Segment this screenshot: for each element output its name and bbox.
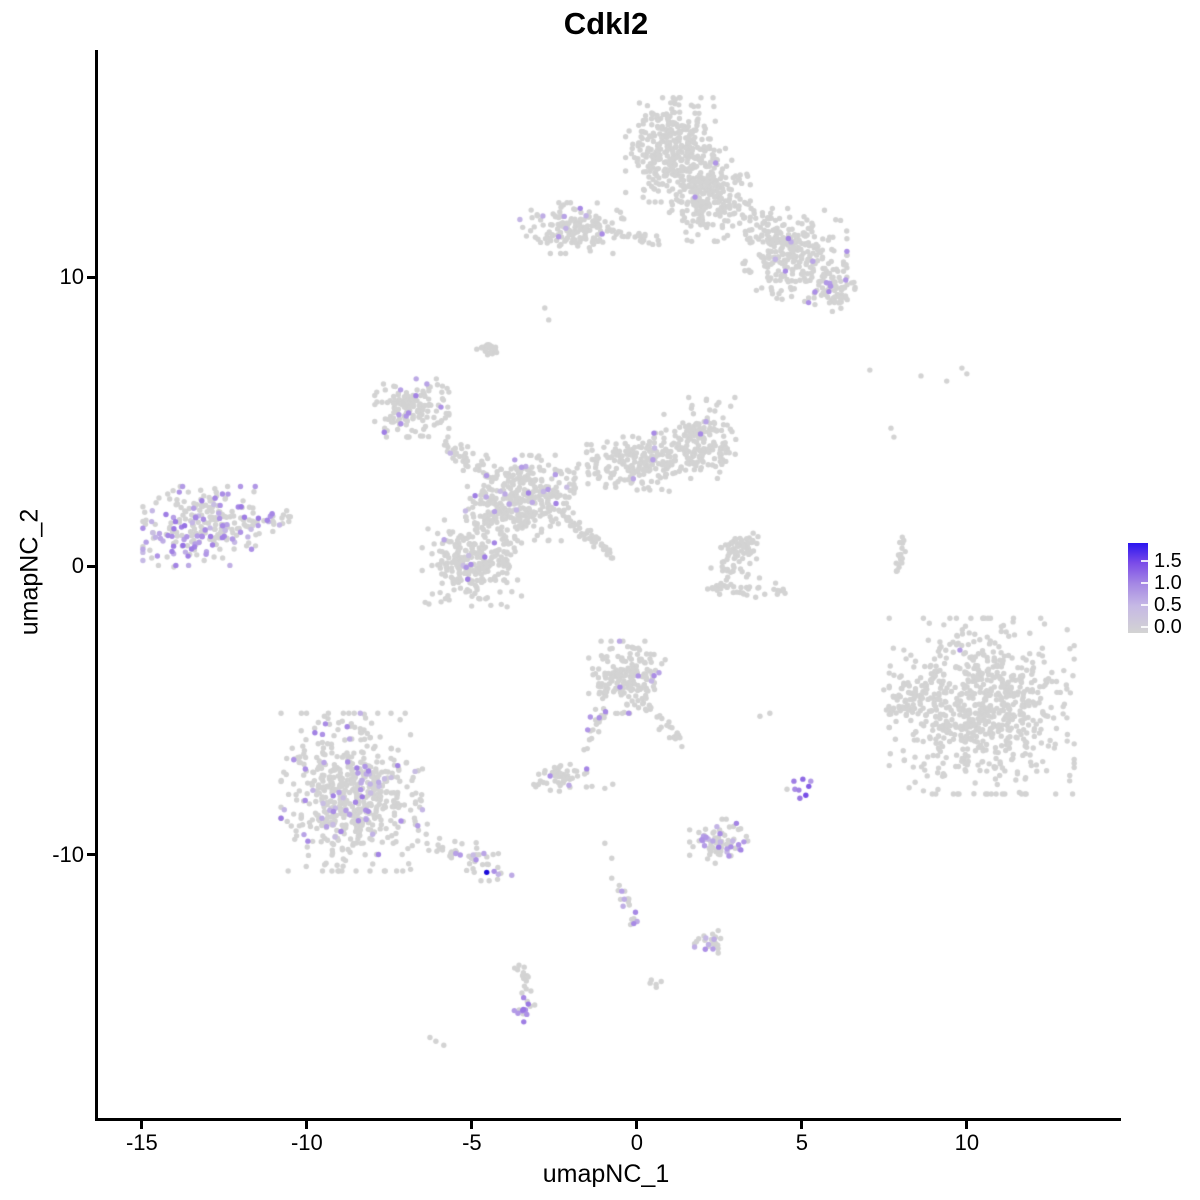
x-tick-label: -15 (125, 1130, 158, 1155)
legend-tick-mark (1141, 625, 1148, 628)
legend-tick-label: 0.0 (1154, 615, 1182, 638)
y-axis-title: umapNC_2 (15, 508, 44, 636)
x-tick-label: 10 (954, 1130, 980, 1155)
legend-tick-label: 1.0 (1154, 571, 1182, 594)
x-tick-label: 5 (795, 1130, 808, 1155)
x-axis-title: umapNC_1 (542, 1160, 670, 1188)
y-tick-mark (87, 564, 95, 568)
legend-colorbar: 1.5 1.0 0.5 0.0 (1128, 543, 1200, 638)
x-tick-mark (140, 1121, 144, 1129)
x-tick-label: -5 (462, 1130, 482, 1155)
y-tick-mark (87, 275, 95, 279)
legend-tick-mark (1141, 604, 1148, 606)
y-tick-mark (87, 853, 95, 857)
y-tick-label: 10 (59, 264, 84, 290)
x-tick-mark (305, 1121, 309, 1129)
legend-tick-label: 1.5 (1154, 550, 1182, 572)
y-tick-label: 0 (71, 553, 84, 579)
x-tick-mark (635, 1121, 639, 1129)
y-axis-line (95, 50, 98, 1121)
x-axis-line (95, 1118, 1121, 1121)
x-tick-mark (965, 1121, 969, 1129)
legend-tick-mark (1141, 560, 1148, 562)
x-tick-mark (800, 1121, 804, 1129)
x-tick-label: 0 (630, 1130, 643, 1155)
legend-tick-mark (1141, 581, 1148, 584)
legend-gradient-bar (1128, 543, 1148, 633)
x-tick-label: -10 (290, 1130, 323, 1155)
x-tick-mark (470, 1121, 474, 1129)
legend-tick-label: 0.5 (1154, 594, 1182, 616)
y-tick-label: -10 (52, 841, 84, 867)
